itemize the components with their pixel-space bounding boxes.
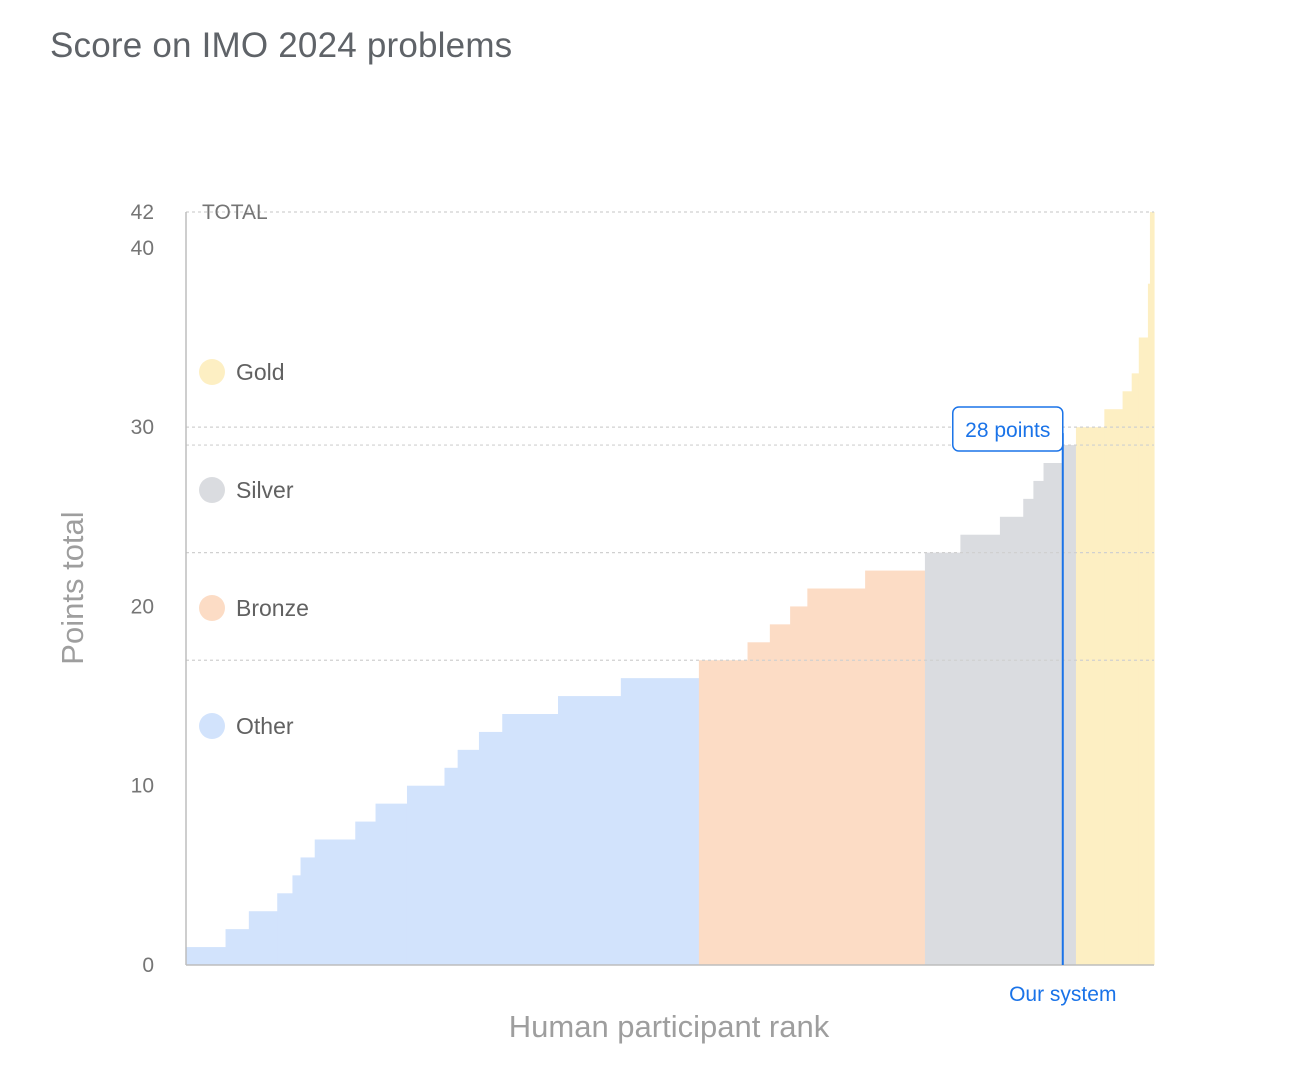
- x-axis-title: Human participant rank: [509, 1009, 830, 1044]
- bars-layer: [186, 212, 1155, 966]
- bar-silver: [1061, 445, 1077, 966]
- bar-bronze: [790, 606, 808, 965]
- y-axis-title: Points total: [55, 511, 90, 664]
- score-callout-text: 28 points: [965, 419, 1050, 442]
- bar-gold: [1149, 212, 1155, 965]
- bar-silver: [960, 534, 1001, 965]
- score-callout-box: [952, 406, 1064, 452]
- bar-gold: [1122, 391, 1133, 965]
- legend-swatch-other: [199, 713, 225, 739]
- bar-gold: [1075, 427, 1105, 966]
- legend: Gold Silver Bronze Other: [199, 359, 309, 739]
- bar-gold: [1147, 283, 1151, 965]
- our-system-marker: 28 points Our system: [952, 406, 1116, 1006]
- legend-swatch-bronze: [199, 595, 225, 621]
- y-tick-label: 40: [131, 237, 154, 260]
- bar-silver: [999, 516, 1024, 965]
- bar-other: [406, 785, 446, 965]
- bar-other: [375, 803, 408, 965]
- bar-gold: [1138, 337, 1149, 965]
- bar-bronze: [769, 624, 791, 965]
- y-tick-label: 20: [131, 595, 154, 618]
- total-label: TOTAL: [202, 201, 268, 224]
- bar-other: [186, 947, 227, 965]
- our-system-label: Our system: [1009, 983, 1116, 1006]
- bar-other: [502, 714, 559, 965]
- legend-label-bronze: Bronze: [236, 595, 309, 621]
- bar-other: [457, 749, 480, 965]
- bar-bronze: [865, 570, 926, 965]
- chart-title: Score on IMO 2024 problems: [50, 26, 513, 65]
- bar-other: [292, 875, 302, 965]
- bar-gold: [1131, 373, 1140, 965]
- bar-other: [478, 731, 503, 965]
- bar-other: [620, 678, 700, 965]
- bar-bronze: [747, 642, 771, 965]
- y-tick-labels: 0 10 20 30 40 42: [131, 201, 154, 977]
- axes: [185, 212, 1154, 966]
- bar-silver: [1023, 498, 1034, 965]
- bar-bronze: [807, 588, 866, 965]
- bar-other: [225, 929, 250, 965]
- bar-silver: [924, 552, 961, 965]
- bar-other: [248, 911, 278, 965]
- bar-silver: [1043, 463, 1063, 965]
- y-tick-label: 42: [131, 201, 154, 224]
- y-tick-label: 10: [131, 775, 154, 798]
- bar-other: [314, 839, 356, 965]
- bar-gold: [1104, 409, 1124, 965]
- bar-silver: [1033, 480, 1045, 965]
- legend-swatch-gold: [199, 359, 225, 385]
- legend-label-silver: Silver: [236, 477, 294, 503]
- bar-other: [557, 696, 622, 965]
- bar-other: [300, 857, 316, 965]
- legend-label-gold: Gold: [236, 359, 285, 385]
- bar-other: [444, 767, 459, 965]
- legend-label-other: Other: [236, 713, 294, 739]
- y-tick-label: 30: [131, 416, 154, 439]
- bar-bronze: [698, 660, 749, 965]
- bar-other: [277, 893, 294, 965]
- y-tick-label: 0: [142, 954, 154, 977]
- legend-swatch-silver: [199, 477, 225, 503]
- bar-other: [355, 821, 377, 965]
